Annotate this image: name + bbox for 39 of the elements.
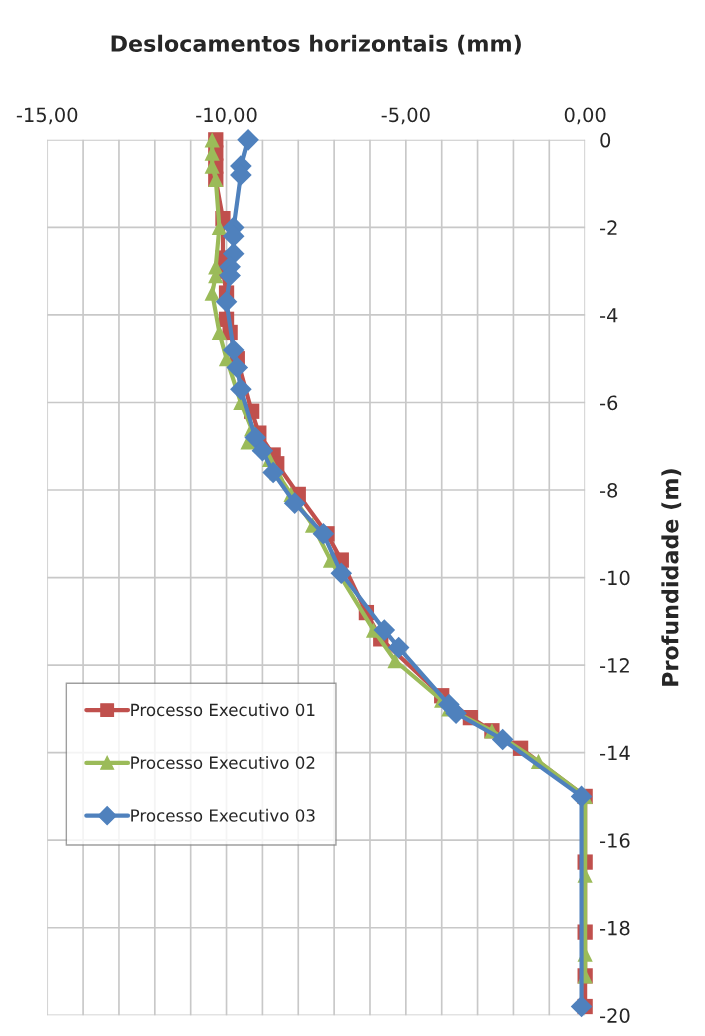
point [387, 636, 410, 659]
y-tick-label: -18 [599, 920, 630, 936]
y-tick-label: 0 [600, 132, 611, 148]
point [222, 339, 245, 361]
y-tick-label: -2 [599, 220, 617, 235]
y-tick-label: -14 [599, 745, 630, 761]
y-tick-label: -16 [599, 833, 630, 848]
y-tick-label: -6 [599, 395, 618, 411]
y-tick-label: -12 [599, 658, 629, 673]
point [244, 426, 267, 449]
point [251, 439, 274, 462]
x-tick-label: -15,00 [16, 107, 78, 125]
x-tick-label: -5,00 [381, 107, 430, 125]
y-tick-label: -20 [599, 1008, 630, 1023]
point [215, 291, 238, 313]
point [570, 785, 593, 808]
legend-label: Processo Executivo 03 [131, 808, 315, 822]
legend-label: Processo Executivo 01 [131, 703, 315, 717]
point [330, 562, 353, 584]
x-axis-title: Deslocamentos horizontais (mm) [111, 34, 521, 55]
point [570, 995, 593, 1018]
point [373, 619, 396, 641]
point [226, 356, 249, 379]
point [491, 728, 514, 751]
point [230, 378, 252, 401]
point [445, 702, 467, 725]
x-tick-label: 0,00 [564, 107, 606, 125]
y-tick-label: -10 [599, 570, 630, 586]
point [312, 523, 335, 545]
point [283, 492, 306, 514]
legend-label: Processo Executivo 02 [131, 756, 315, 769]
x-tick-label: -10,00 [196, 107, 257, 125]
point [387, 653, 403, 669]
y-tick-label: -8 [599, 482, 618, 498]
y-tick-label: -4 [599, 308, 618, 323]
point [211, 324, 228, 341]
point [237, 129, 259, 151]
y-axis-title: Profundidade (m) [661, 469, 682, 686]
point [204, 285, 220, 301]
